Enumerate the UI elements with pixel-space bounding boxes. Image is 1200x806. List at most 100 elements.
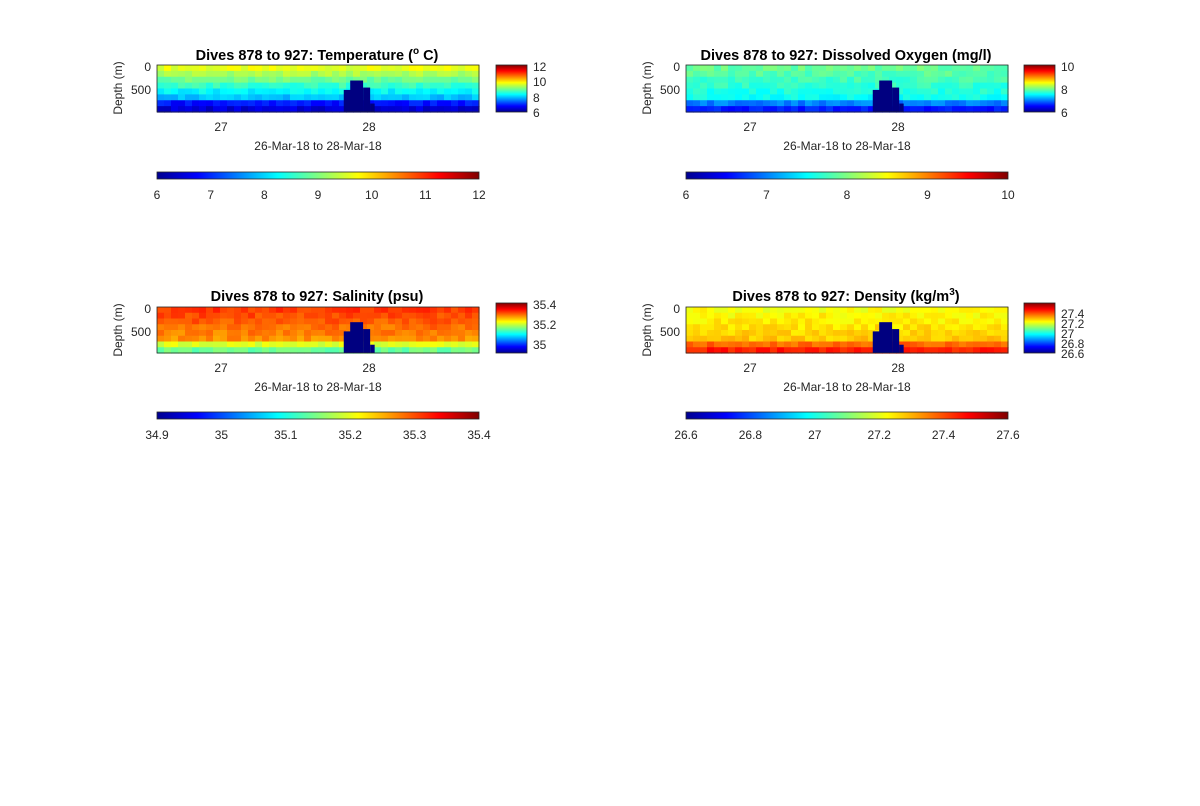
y-tick-label: 500: [660, 325, 680, 339]
heatmap-cell: [686, 88, 694, 95]
heatmap-cell: [164, 70, 172, 78]
heatmap-cell: [206, 318, 214, 325]
heatmap-cell: [332, 324, 340, 331]
heatmap-cell: [812, 70, 820, 78]
heatmap-cell: [185, 65, 193, 72]
heatmap-cell: [826, 88, 834, 95]
heatmap-cell: [868, 341, 876, 348]
heatmap-cell: [742, 312, 750, 320]
heatmap-cell: [430, 100, 438, 107]
heatmap-cell: [465, 100, 473, 107]
heatmap-cell: [756, 88, 764, 95]
heatmap-cell: [875, 82, 883, 90]
heatmap-cell: [959, 106, 967, 113]
heatmap-cell: [721, 88, 729, 95]
heatmap-cell: [700, 94, 708, 101]
heatmap-cell: [164, 330, 172, 337]
heatmap-cell: [819, 94, 827, 101]
heatmap-cell: [213, 76, 221, 84]
heatmap-cell: [234, 347, 242, 354]
heatmap-cell: [192, 88, 200, 95]
bottom-colorbar-tick: 12: [472, 188, 486, 202]
heatmap-cell: [157, 76, 165, 84]
heatmap-cell: [199, 76, 207, 84]
heatmap-cell: [700, 76, 708, 84]
heatmap-cell: [297, 307, 305, 314]
heatmap-cell: [360, 307, 368, 314]
heatmap-cell: [686, 82, 694, 90]
heatmap-cell: [325, 106, 333, 113]
heatmap-cell: [987, 76, 995, 84]
heatmap-cell: [945, 94, 953, 101]
heatmap-cell: [318, 82, 326, 90]
heatmap-cell: [416, 341, 424, 348]
heatmap-cell: [430, 335, 438, 343]
heatmap-cell: [861, 82, 869, 90]
heatmap-cell: [700, 347, 708, 354]
heatmap-cell: [735, 100, 743, 107]
heatmap-cell: [714, 341, 722, 348]
heatmap-cell: [402, 106, 410, 113]
bottom-colorbar-tick: 34.9: [145, 428, 169, 442]
heatmap-cell: [332, 70, 340, 78]
heatmap-cell: [227, 76, 235, 84]
heatmap-cell: [220, 65, 228, 72]
heatmap-cell: [409, 335, 417, 343]
heatmap-cell: [959, 312, 967, 320]
heatmap-cell: [966, 88, 974, 95]
heatmap-cell: [805, 94, 813, 101]
heatmap-cell: [171, 94, 179, 101]
heatmap-cell: [791, 70, 799, 78]
heatmap-cell: [234, 341, 242, 348]
heatmap-cell: [903, 94, 911, 101]
heatmap-cell: [749, 312, 757, 320]
heatmap-cell: [931, 88, 939, 95]
heatmap-cell: [896, 324, 904, 331]
heatmap-cell: [924, 307, 932, 314]
heatmap-cell: [227, 94, 235, 101]
heatmap-cell: [868, 307, 876, 314]
bottom-colorbar-tick: 27.2: [868, 428, 892, 442]
heatmap-cell: [819, 335, 827, 343]
heatmap-cell: [700, 88, 708, 95]
heatmap-cell: [311, 94, 319, 101]
heatmap-cell: [374, 65, 382, 72]
data-gap-block: [343, 331, 354, 353]
heatmap-cell: [157, 82, 165, 90]
heatmap-cell: [728, 318, 736, 325]
heatmap-cell: [206, 65, 214, 72]
heatmap-cell: [973, 82, 981, 90]
heatmap-cell: [777, 88, 785, 95]
heatmap-cell: [847, 335, 855, 343]
heatmap-cell: [416, 82, 424, 90]
heatmap-cell: [360, 318, 368, 325]
heatmap-cell: [192, 318, 200, 325]
heatmap-cell: [409, 318, 417, 325]
heatmap-cell: [973, 76, 981, 84]
heatmap-cell: [840, 307, 848, 314]
heatmap-cell: [199, 312, 207, 320]
heatmap-cell: [227, 82, 235, 90]
side-colorbar: [1023, 302, 1056, 354]
heatmap-cell: [952, 318, 960, 325]
heatmap-cell: [388, 88, 396, 95]
heatmap-cell: [945, 82, 953, 90]
heatmap-cell: [735, 307, 743, 314]
heatmap-cell: [987, 65, 995, 72]
heatmap-cell: [805, 335, 813, 343]
heatmap-cell: [966, 94, 974, 101]
heatmap-cell: [721, 70, 729, 78]
heatmap-cell: [248, 65, 256, 72]
heatmap-cell: [686, 347, 694, 354]
heatmap-cell: [248, 76, 256, 84]
heatmap-cell: [416, 94, 424, 101]
heatmap-cell: [812, 307, 820, 314]
heatmap-cell: [749, 100, 757, 107]
heatmap-cell: [812, 341, 820, 348]
heatmap-cell: [945, 318, 953, 325]
heatmap-cell: [938, 100, 946, 107]
heatmap-cell: [686, 106, 694, 113]
heatmap-cell: [749, 341, 757, 348]
heatmap-cell: [742, 330, 750, 337]
heatmap-cell: [465, 65, 473, 72]
